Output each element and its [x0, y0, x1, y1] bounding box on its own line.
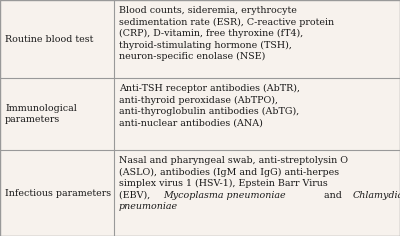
Text: Infectious parameters: Infectious parameters — [5, 189, 111, 198]
Text: Anti-TSH receptor antibodies (AbTR),: Anti-TSH receptor antibodies (AbTR), — [119, 84, 300, 93]
Text: (EBV),: (EBV), — [119, 190, 153, 199]
Text: Mycoplasma pneumoniae: Mycoplasma pneumoniae — [163, 190, 286, 199]
Text: pneumoniae: pneumoniae — [119, 202, 178, 211]
Text: simplex virus 1 (HSV-1), Epstein Barr Virus: simplex virus 1 (HSV-1), Epstein Barr Vi… — [119, 179, 328, 188]
Text: and: and — [322, 190, 345, 199]
Text: Routine blood test: Routine blood test — [5, 34, 93, 43]
Text: (ASLO), antibodies (IgM and IgG) anti-herpes: (ASLO), antibodies (IgM and IgG) anti-he… — [119, 168, 339, 177]
Text: (CRP), D-vitamin, free thyroxine (fT4),: (CRP), D-vitamin, free thyroxine (fT4), — [119, 29, 303, 38]
Text: anti-nuclear antibodies (ANA): anti-nuclear antibodies (ANA) — [119, 118, 263, 127]
Text: Immunological
parameters: Immunological parameters — [5, 104, 77, 124]
Text: anti-thyroglobulin antibodies (AbTG),: anti-thyroglobulin antibodies (AbTG), — [119, 107, 299, 116]
Text: Nasal and pharyngeal swab, anti-streptolysin O: Nasal and pharyngeal swab, anti-streptol… — [119, 156, 348, 165]
Text: Chlamydia: Chlamydia — [352, 190, 400, 199]
Text: sedimentation rate (ESR), C-reactive protein: sedimentation rate (ESR), C-reactive pro… — [119, 17, 334, 27]
Text: neuron-specific enolase (NSE): neuron-specific enolase (NSE) — [119, 52, 265, 61]
Text: Blood counts, sideremia, erythrocyte: Blood counts, sideremia, erythrocyte — [119, 6, 297, 15]
Text: thyroid-stimulating hormone (TSH),: thyroid-stimulating hormone (TSH), — [119, 41, 292, 50]
Text: anti-thyroid peroxidase (AbTPO),: anti-thyroid peroxidase (AbTPO), — [119, 96, 278, 105]
